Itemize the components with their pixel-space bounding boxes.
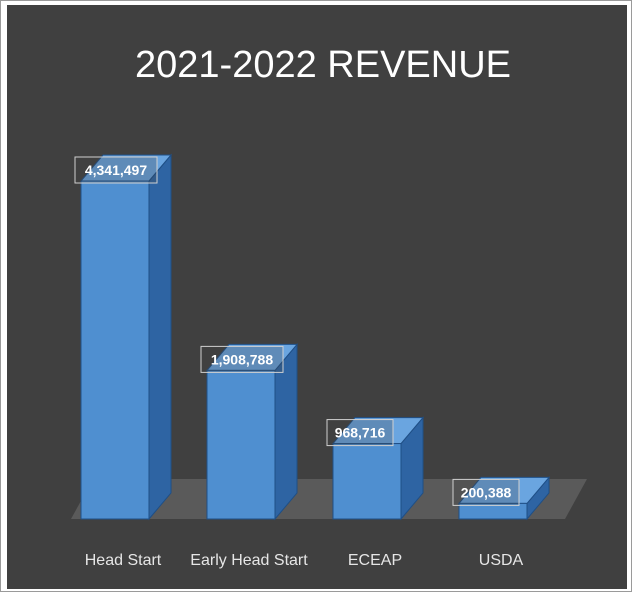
data-label-eceap: 968,716 xyxy=(335,425,386,441)
bar-eceap xyxy=(332,443,402,520)
data-label-box-head-start xyxy=(74,156,158,184)
bar-head-start xyxy=(80,180,150,520)
chart-title: 2021-2022 REVENUE xyxy=(135,44,511,86)
data-label-head-start: 4,341,497 xyxy=(85,162,147,178)
chart-area: 2021-2022 REVENUE 4,341,497 Head Start 1,9… xyxy=(7,5,627,589)
bar-side-head-start xyxy=(148,153,172,521)
bar-usda xyxy=(458,502,528,520)
bars-layer xyxy=(79,153,551,521)
chart-floor xyxy=(71,479,587,519)
category-label-eceap: ECEAP xyxy=(348,552,402,569)
data-label-usda: 200,388 xyxy=(461,484,512,500)
category-label-head-start: Head Start xyxy=(85,552,162,569)
data-label-box-early-head-start xyxy=(200,345,284,373)
bar-early-head-start xyxy=(206,369,276,520)
data-label-early-head-start: 1,908,788 xyxy=(211,351,273,367)
labels-layer: 4,341,497 Head Start 1,908,788 Early Head S… xyxy=(74,156,524,569)
data-label-box-eceap xyxy=(326,419,394,447)
revenue-bar-chart: 2021-2022 REVENUE 4,341,497 Head Start 1,9… xyxy=(71,44,587,569)
category-label-early-head-start: Early Head Start xyxy=(190,552,308,569)
category-label-usda: USDA xyxy=(479,552,524,569)
data-label-box-usda xyxy=(452,478,520,506)
